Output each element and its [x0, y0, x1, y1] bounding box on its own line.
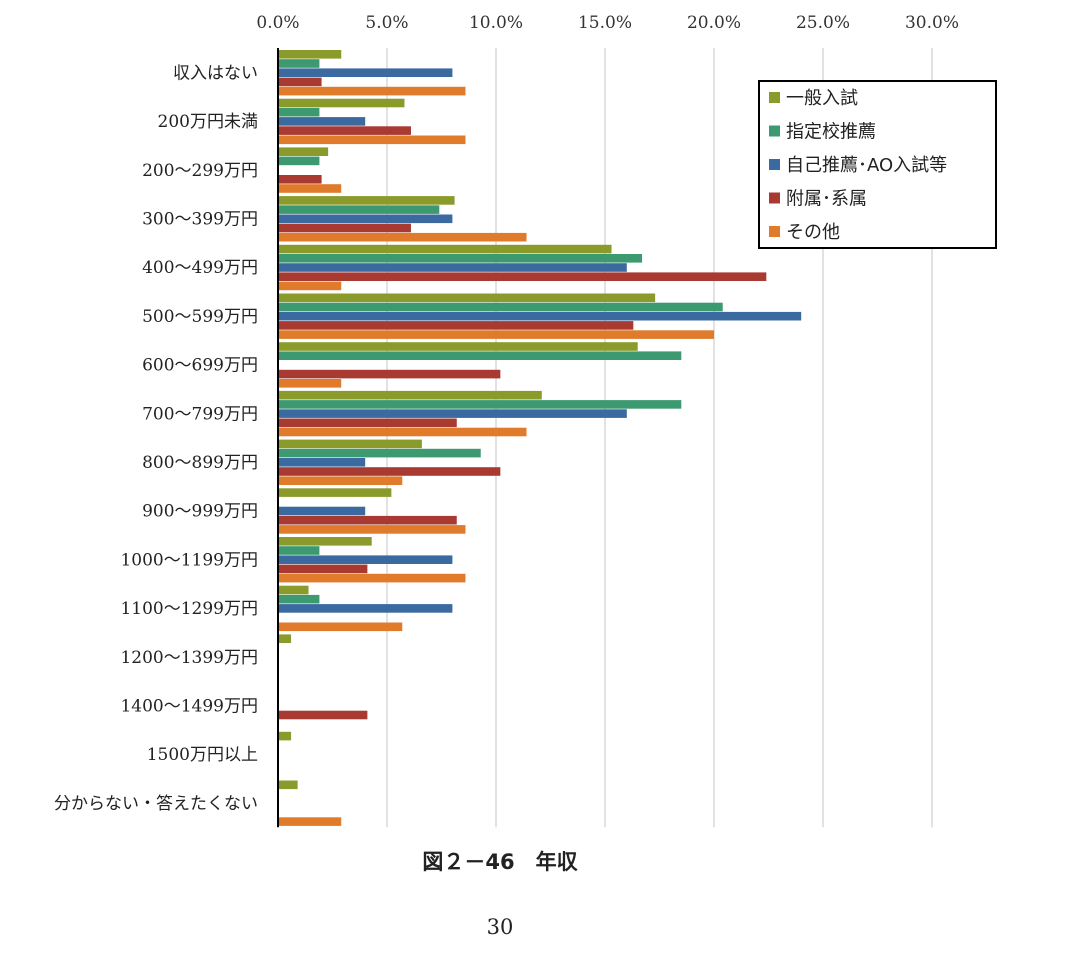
bar-5 — [278, 427, 527, 437]
category-label: 1200～1399万円 — [120, 648, 258, 668]
x-tick-label: 30.0% — [905, 13, 959, 33]
category-label: 分からない・答えたくない — [54, 794, 258, 814]
category-label: 収入はない — [173, 63, 258, 83]
bar-3 — [278, 604, 453, 613]
bar-5 — [278, 184, 342, 193]
bar-5 — [278, 476, 403, 485]
bar-4 — [278, 564, 368, 574]
bar-4 — [278, 515, 457, 525]
category-label: 900～999万円 — [142, 502, 258, 522]
bar-4 — [278, 418, 457, 428]
legend-swatch — [769, 125, 780, 137]
bar-2 — [278, 400, 682, 409]
x-tick-label: 0.0% — [256, 13, 299, 33]
bar-1 — [278, 585, 309, 595]
bar-chart: 0.0% 5.0% 10.0% 15.0% 20.0% 25.0% 30.0% 収入はない 20… — [54, 13, 997, 828]
bar-3 — [278, 555, 453, 564]
category-label: 200～299万円 — [142, 161, 258, 181]
bar-4 — [278, 77, 322, 87]
bar-3 — [278, 263, 627, 272]
legend-label: 自己推薦･AO入試等 — [786, 155, 947, 176]
bar-2 — [278, 546, 320, 555]
bar-1 — [278, 537, 372, 546]
bar-2 — [278, 448, 481, 458]
bar-5 — [278, 281, 342, 291]
bar-2 — [278, 59, 320, 68]
figure-caption: 図２－46 年収 — [422, 850, 578, 874]
bar-2 — [278, 254, 643, 263]
bar-1 — [278, 634, 292, 643]
bar-4 — [278, 467, 501, 476]
category-label: 600～699万円 — [142, 356, 258, 376]
category-label: 800～899万円 — [142, 453, 258, 473]
bar-2 — [278, 205, 440, 214]
bar-4 — [278, 321, 634, 330]
x-tick-label: 5.0% — [365, 13, 408, 33]
category-label: 300～399万円 — [142, 209, 258, 229]
bar-1 — [278, 342, 638, 351]
bar-1 — [278, 293, 656, 303]
bar-5 — [278, 135, 466, 145]
category-label: 400～499万円 — [142, 258, 258, 278]
bar-1 — [278, 390, 542, 400]
bar-1 — [278, 488, 392, 497]
legend-swatch — [769, 159, 780, 170]
bar-4 — [278, 175, 322, 184]
bar-1 — [278, 439, 422, 449]
bar-2 — [278, 156, 320, 166]
category-label: 1000～1199万円 — [120, 550, 258, 570]
legend-swatch — [769, 226, 780, 237]
category-label: 700～799万円 — [142, 404, 258, 424]
category-label: 1500万円以上 — [147, 745, 258, 765]
bar-3 — [278, 214, 453, 224]
legend-swatch — [769, 192, 780, 204]
legend-swatch — [769, 92, 780, 103]
bar-1 — [278, 98, 405, 108]
bar-5 — [278, 330, 714, 339]
bar-2 — [278, 351, 682, 360]
bar-5 — [278, 622, 403, 632]
bar-1 — [278, 50, 342, 59]
bar-5 — [278, 525, 466, 534]
legend-label: 一般入試 — [786, 88, 858, 109]
bar-5 — [278, 232, 527, 242]
bar-4 — [278, 126, 411, 135]
bar-5 — [278, 817, 342, 826]
bar-5 — [278, 573, 466, 583]
bar-2 — [278, 302, 723, 312]
category-label: 1400～1499万円 — [120, 696, 258, 716]
bar-3 — [278, 117, 366, 126]
x-tick-label: 10.0% — [469, 13, 523, 33]
bar-2 — [278, 107, 320, 117]
category-label: 200万円未満 — [158, 112, 258, 132]
bar-1 — [278, 780, 298, 790]
bar-3 — [278, 506, 366, 516]
bar-1 — [278, 196, 455, 205]
bar-3 — [278, 409, 627, 418]
page-number: 30 — [486, 915, 514, 939]
bar-4 — [278, 223, 411, 233]
category-label: 500～599万円 — [142, 307, 258, 327]
bar-5 — [278, 379, 342, 388]
bar-1 — [278, 244, 612, 254]
bar-1 — [278, 731, 292, 741]
legend-label: その他 — [786, 222, 840, 243]
bar-2 — [278, 594, 320, 604]
bar-4 — [278, 710, 368, 720]
bar-4 — [278, 272, 767, 281]
legend-label: 附属･系属 — [786, 189, 867, 210]
bar-3 — [278, 311, 802, 321]
legend-box — [758, 80, 997, 249]
x-tick-label: 25.0% — [796, 13, 850, 33]
category-label: 1100～1299万円 — [120, 599, 258, 619]
bar-4 — [278, 369, 501, 379]
bar-5 — [278, 86, 466, 96]
bar-1 — [278, 147, 329, 156]
x-tick-label: 20.0% — [687, 13, 741, 33]
bar-3 — [278, 68, 453, 77]
x-tick-label: 15.0% — [578, 13, 632, 33]
legend-label: 指定校推薦 — [786, 122, 876, 143]
bar-3 — [278, 458, 366, 467]
